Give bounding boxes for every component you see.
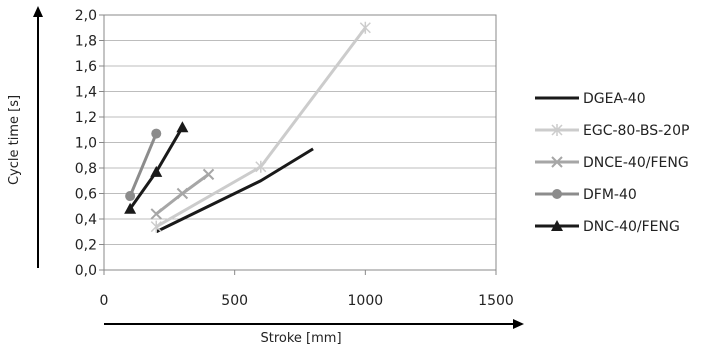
data-point (359, 21, 371, 34)
data-point (125, 191, 136, 202)
x-tick-label: 0 (100, 293, 109, 309)
legend-label: DGEA-40 (583, 91, 646, 107)
legend-label: DNC-40/FENG (583, 219, 680, 235)
x-tick-label: 1500 (478, 293, 514, 309)
series-dgea-40 (155, 147, 314, 234)
legend-label: DNCE-40/FENG (583, 155, 689, 171)
grid-lines (104, 14, 496, 271)
data-point (150, 208, 162, 220)
legend-marker (551, 124, 563, 136)
series-dnce-40-feng (150, 168, 215, 220)
data-point (150, 165, 163, 177)
series-line (155, 26, 367, 228)
y-tick-label: 0,6 (75, 187, 97, 203)
data-point (176, 121, 189, 133)
y-axis-arrowhead (33, 6, 43, 17)
y-tick-label: 0,2 (75, 238, 97, 254)
series-line (155, 147, 314, 234)
y-axis-ticks: 0,0 0,2 0,4 0,6 0,8 1,0 1,2 1,4 1,6 1,8 2,0 (75, 8, 104, 279)
y-tick-label: 1,8 (75, 34, 97, 50)
data-point (176, 187, 189, 200)
series-dfm-40 (125, 128, 162, 202)
legend-item: DNCE-40/FENG (535, 155, 689, 171)
series-line (128, 132, 158, 197)
series-egc-80-bs-20p (150, 21, 371, 233)
data-point (202, 168, 215, 181)
data-point (255, 160, 267, 173)
data-point (150, 220, 162, 233)
data-point (151, 128, 162, 139)
series-dnc-40-feng (124, 121, 189, 214)
y-tick-label: 0,0 (75, 263, 97, 279)
x-tick-label: 500 (221, 293, 248, 309)
x-axis-ticks: 0 500 1000 1500 (100, 270, 514, 309)
y-tick-label: 1,4 (75, 85, 97, 101)
y-tick-label: 1,6 (75, 59, 97, 75)
y-tick-label: 2,0 (75, 8, 97, 24)
data-point (124, 202, 137, 214)
y-tick-label: 0,8 (75, 161, 97, 177)
legend: DGEA-40 EGC-80-BS-20P DNCE-40/FENG DFM-40 DN… (535, 91, 689, 235)
x-tick-label: 1000 (348, 293, 384, 309)
y-tick-label: 0,4 (75, 212, 97, 228)
legend-item: DGEA-40 (535, 91, 646, 107)
legend-label: DFM-40 (583, 187, 637, 203)
legend-marker (552, 189, 562, 199)
legend-item: DFM-40 (535, 187, 637, 203)
y-tick-label: 1,0 (75, 136, 97, 152)
legend-label: EGC-80-BS-20P (583, 123, 689, 139)
legend-item: DNC-40/FENG (535, 219, 680, 235)
x-axis-arrowhead (513, 319, 524, 329)
y-axis-title: Cycle time [s] (7, 95, 22, 185)
y-tick-label: 1,2 (75, 110, 97, 126)
legend-item: EGC-80-BS-20P (535, 123, 689, 139)
legend-marker (551, 156, 563, 168)
series-layer (124, 21, 371, 234)
x-axis-title: Stroke [mm] (260, 331, 341, 346)
legend-marker (551, 220, 563, 231)
